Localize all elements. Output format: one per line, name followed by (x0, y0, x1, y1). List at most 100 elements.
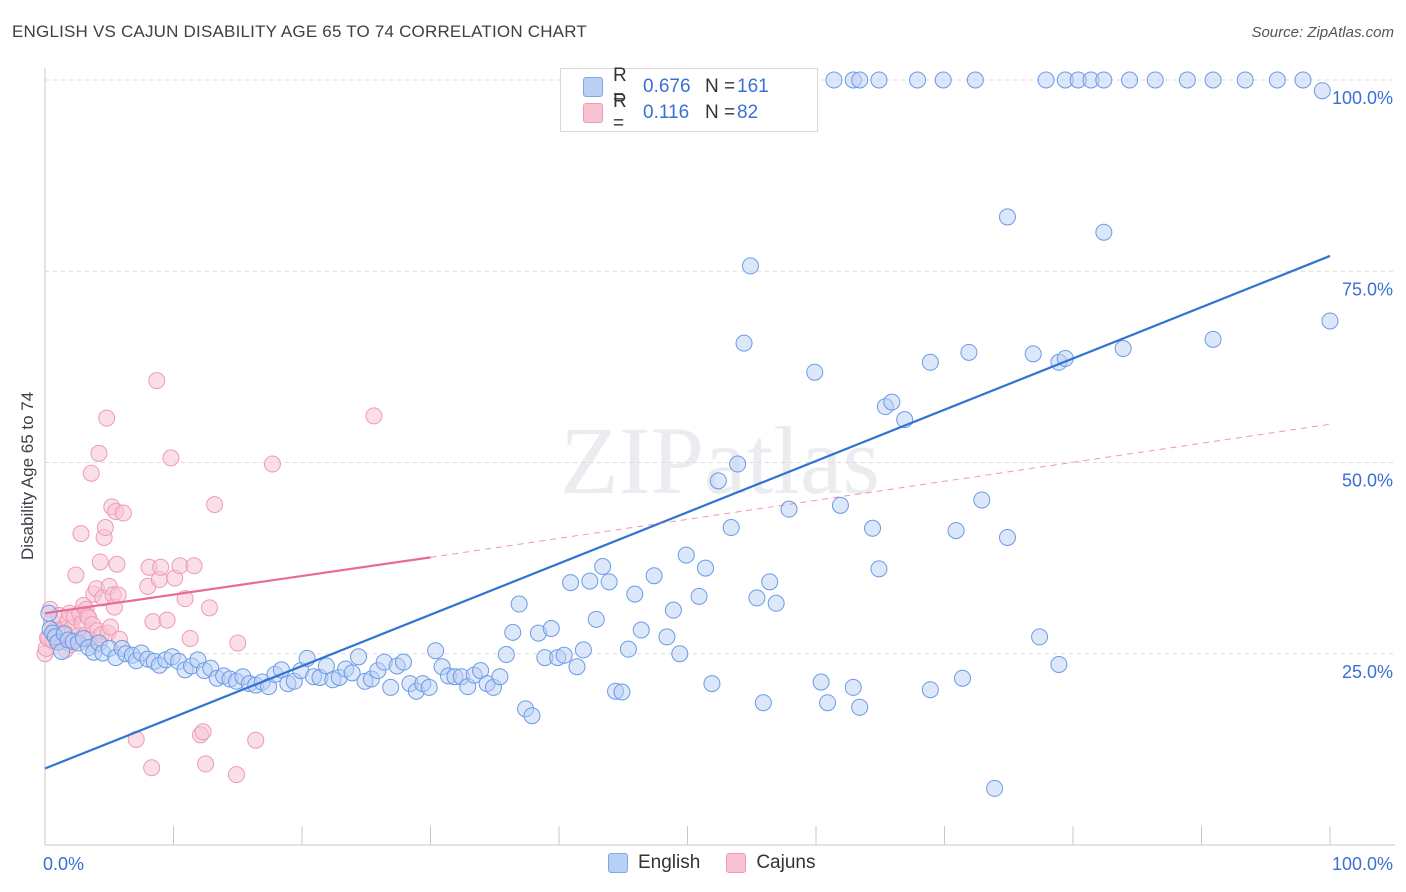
english-point (864, 519, 882, 537)
english-point (1050, 655, 1068, 673)
english-point (555, 646, 573, 664)
cajuns-points (36, 372, 383, 784)
cajuns-point (114, 504, 132, 522)
english-point (600, 573, 618, 591)
cajuns-point (82, 464, 100, 482)
y-tick-label: 75.0% (1342, 279, 1393, 299)
x-tick-label: 0.0% (43, 854, 84, 874)
english-point (973, 491, 991, 509)
cajuns-point (194, 723, 212, 741)
english-point (819, 694, 837, 712)
series-legend: English Cajuns (608, 852, 841, 874)
english-point (343, 664, 361, 682)
english-point (395, 653, 413, 671)
source-note: Source: ZipAtlas.com (1251, 24, 1394, 41)
legend-row-cajuns: R = 0.116 N = 82 (583, 91, 799, 134)
english-point (883, 393, 901, 411)
english-points (40, 71, 1339, 797)
english-point (812, 673, 830, 691)
english-point (1114, 340, 1132, 358)
english-point (870, 71, 888, 89)
n-value: 161 (737, 76, 769, 97)
english-point (1178, 71, 1196, 89)
cajuns-point (158, 611, 176, 629)
english-point (1146, 71, 1164, 89)
english-point (542, 620, 560, 638)
legend-item-english: English (608, 852, 700, 874)
y-tick-label: 100.0% (1332, 88, 1393, 108)
legend-label-english: English (638, 852, 701, 873)
english-point (562, 574, 580, 592)
english-point (947, 522, 965, 540)
cajuns-point (181, 629, 199, 647)
english-point (851, 698, 869, 716)
cajuns-point (152, 558, 170, 576)
cajuns-point (108, 555, 126, 573)
english-point (1095, 223, 1113, 241)
english-point (574, 641, 592, 659)
english-point (645, 567, 663, 585)
x-tick-label: 100.0% (1332, 854, 1393, 874)
cajuns-point (91, 553, 109, 571)
english-point (729, 455, 747, 473)
cajuns-point (96, 519, 114, 537)
r-value: 0.676 (643, 76, 691, 97)
english-point (696, 559, 714, 577)
english-point (748, 589, 766, 607)
english-point (1236, 71, 1254, 89)
english-point (497, 646, 515, 664)
english-point (613, 683, 631, 701)
english-point (754, 694, 772, 712)
english-point (921, 353, 939, 371)
english-point (851, 71, 869, 89)
english-point (664, 601, 682, 619)
cajuns-point (144, 613, 162, 631)
english-point (626, 585, 644, 603)
english-point (671, 645, 689, 663)
english-point (921, 681, 939, 699)
english-swatch (583, 77, 603, 97)
cajuns-point (263, 455, 281, 473)
cajuns-point (72, 525, 90, 543)
english-point (581, 572, 599, 590)
correlation-legend: R = 0.676 N = 161 R = 0.116 N = 82 (560, 65, 818, 134)
english-point (1024, 345, 1042, 363)
cajuns-swatch (726, 853, 747, 873)
english-point (1037, 71, 1055, 89)
r-label: R = (613, 91, 627, 134)
english-point (986, 779, 1004, 797)
y-tick-label: 50.0% (1342, 471, 1393, 491)
cajuns-point (102, 618, 120, 636)
english-point (504, 623, 522, 641)
english-point (523, 707, 541, 725)
english-point (1031, 628, 1049, 646)
english-point (1313, 82, 1331, 100)
english-point (1268, 71, 1286, 89)
chart-title: ENGLISH VS CAJUN DISABILITY AGE 65 TO 74… (12, 22, 587, 41)
english-point (735, 334, 753, 352)
english-point (934, 71, 952, 89)
cajuns-point (67, 566, 85, 584)
legend-label-cajuns: Cajuns (756, 852, 816, 873)
english-point (491, 668, 509, 686)
tick-labels: 25.0% 50.0% 75.0% 100.0% 0.0% 100.0% (43, 88, 1393, 874)
cajuns-point (227, 766, 245, 784)
legend-item-cajuns: Cajuns (726, 852, 815, 874)
english-point (382, 678, 400, 696)
english-point (741, 257, 759, 275)
n-label: N = (705, 76, 736, 97)
english-point (703, 675, 721, 693)
cajuns-swatch (583, 103, 603, 123)
english-point (272, 661, 290, 679)
english-point (998, 208, 1016, 226)
cajuns-point (365, 407, 383, 425)
english-trend-line (44, 254, 1331, 770)
axes (44, 68, 1395, 846)
english-point (966, 71, 984, 89)
english-point (568, 658, 586, 676)
english-point (1204, 330, 1222, 348)
english-point (594, 558, 612, 576)
n-label: N = (705, 102, 736, 123)
english-point (690, 587, 708, 605)
